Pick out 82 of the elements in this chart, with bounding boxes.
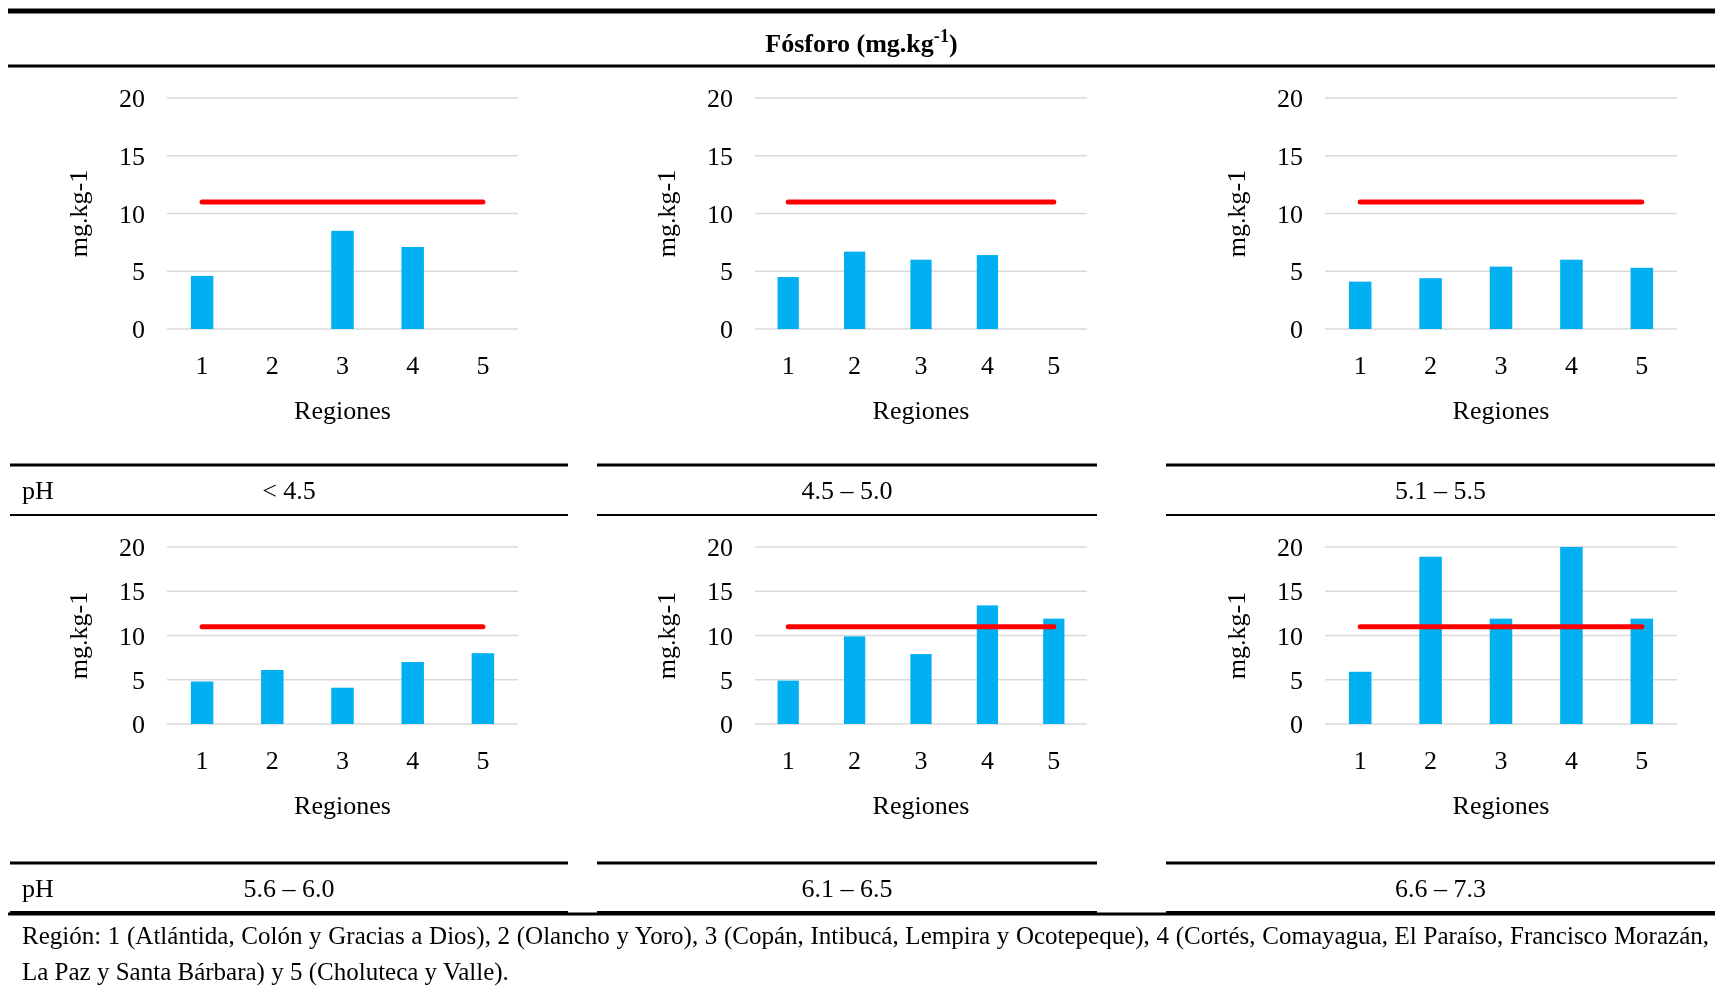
y-tick-label: 10 [1277,621,1303,651]
y-tick-label: 20 [707,533,733,563]
x-tick-label: 5 [476,746,490,775]
text: 4.5 – 5.0 [801,476,893,506]
y-tick-label: 5 [720,257,733,287]
y-tick-label: 0 [132,315,145,345]
x-axis-title: Regiones [1452,396,1550,425]
y-axis-title: mg.kg-1 [1222,169,1251,258]
y-tick-label: 0 [132,710,145,740]
x-tick-label: 2 [848,351,862,380]
x-tick-label: 1 [195,746,209,775]
y-tick-label: 0 [720,710,733,740]
x-tick-label: 1 [1353,746,1367,775]
y-tick-label: 15 [707,141,733,171]
y-tick-label: 5 [720,665,733,695]
x-tick-label: 3 [914,746,928,775]
x-tick-label: 1 [195,351,209,380]
x-axis-title: Regiones [294,396,391,425]
x-tick-label: 2 [1424,351,1438,380]
text: pH [22,873,54,903]
y-tick-label: 10 [707,621,733,651]
x-tick-label: 5 [1047,746,1061,775]
x-tick-label: 2 [265,746,279,775]
y-axis-title: mg.kg-1 [64,591,93,680]
x-tick-label: 4 [406,351,420,380]
x-tick-label: 3 [336,351,349,380]
text: 5.1 – 5.5 [1395,476,1486,506]
y-tick-label: 10 [119,199,145,229]
x-axis-title: Regiones [294,791,391,820]
y-tick-label: 15 [1277,141,1303,171]
y-tick-label: 15 [119,577,145,607]
x-tick-label: 4 [406,746,420,775]
text: 6.1 – 6.5 [801,873,893,903]
y-tick-label: 20 [119,84,145,114]
text: 6.6 – 7.3 [1395,873,1486,903]
y-tick-label: 5 [1290,665,1303,695]
y-tick-label: 15 [707,577,733,607]
y-tick-label: 15 [1277,577,1303,607]
x-tick-label: 3 [914,351,928,380]
x-tick-label: 5 [476,351,490,380]
x-tick-label: 4 [980,351,994,380]
x-axis-title: Regiones [872,396,970,425]
x-tick-label: 4 [980,746,994,775]
y-tick-label: 20 [707,84,733,114]
x-tick-label: 5 [1635,351,1649,380]
x-tick-label: 2 [1424,746,1438,775]
y-tick-label: 15 [119,141,145,171]
y-tick-label: 20 [1277,84,1303,114]
y-axis-title: mg.kg-1 [1222,591,1251,680]
y-tick-label: 10 [119,621,145,651]
y-tick-label: 5 [132,665,145,695]
x-tick-label: 4 [1564,351,1578,380]
y-tick-label: 0 [1290,315,1303,345]
text: < 4.5 [262,476,316,506]
y-axis-title: mg.kg-1 [652,591,681,680]
y-tick-label: 10 [707,199,733,229]
text: 5.6 – 6.0 [243,873,335,903]
x-axis-title: Regiones [872,791,970,820]
x-tick-label: 1 [781,351,795,380]
x-tick-label: 2 [265,351,279,380]
y-tick-label: 10 [1277,199,1303,229]
text: Región: 1 (Atlántida, Colón y Gracias a Dios), 2 (Olancho y Yoro), 3 (Copán, Intibucá, Lempira y Ocotepeque), 4 (Cortés, Comayagua, El Paraíso, Francisco Morazán, La Paz y Santa Bárbara) y 5 (Choluteca y Valle). [22,921,1709,988]
x-tick-label: 2 [848,746,862,775]
x-tick-label: 1 [781,746,795,775]
y-axis-title: mg.kg-1 [64,169,93,258]
x-tick-label: 5 [1635,746,1649,775]
x-tick-label: 1 [1353,351,1367,380]
x-tick-label: 5 [1047,351,1061,380]
text: pH [22,476,54,506]
y-tick-label: 5 [132,257,145,287]
y-tick-label: 0 [720,315,733,345]
x-tick-label: 4 [1564,746,1578,775]
y-tick-label: 0 [1290,710,1303,740]
y-tick-label: 20 [1277,533,1303,563]
y-tick-label: 20 [119,533,145,563]
y-tick-label: 5 [1290,257,1303,287]
x-tick-label: 3 [336,746,349,775]
x-tick-label: 3 [1494,746,1508,775]
y-axis-title: mg.kg-1 [652,169,681,258]
text: Fósforo (mg.kg$^{-1}$) [765,26,958,58]
x-tick-label: 3 [1494,351,1508,380]
x-axis-title: Regiones [1452,791,1550,820]
